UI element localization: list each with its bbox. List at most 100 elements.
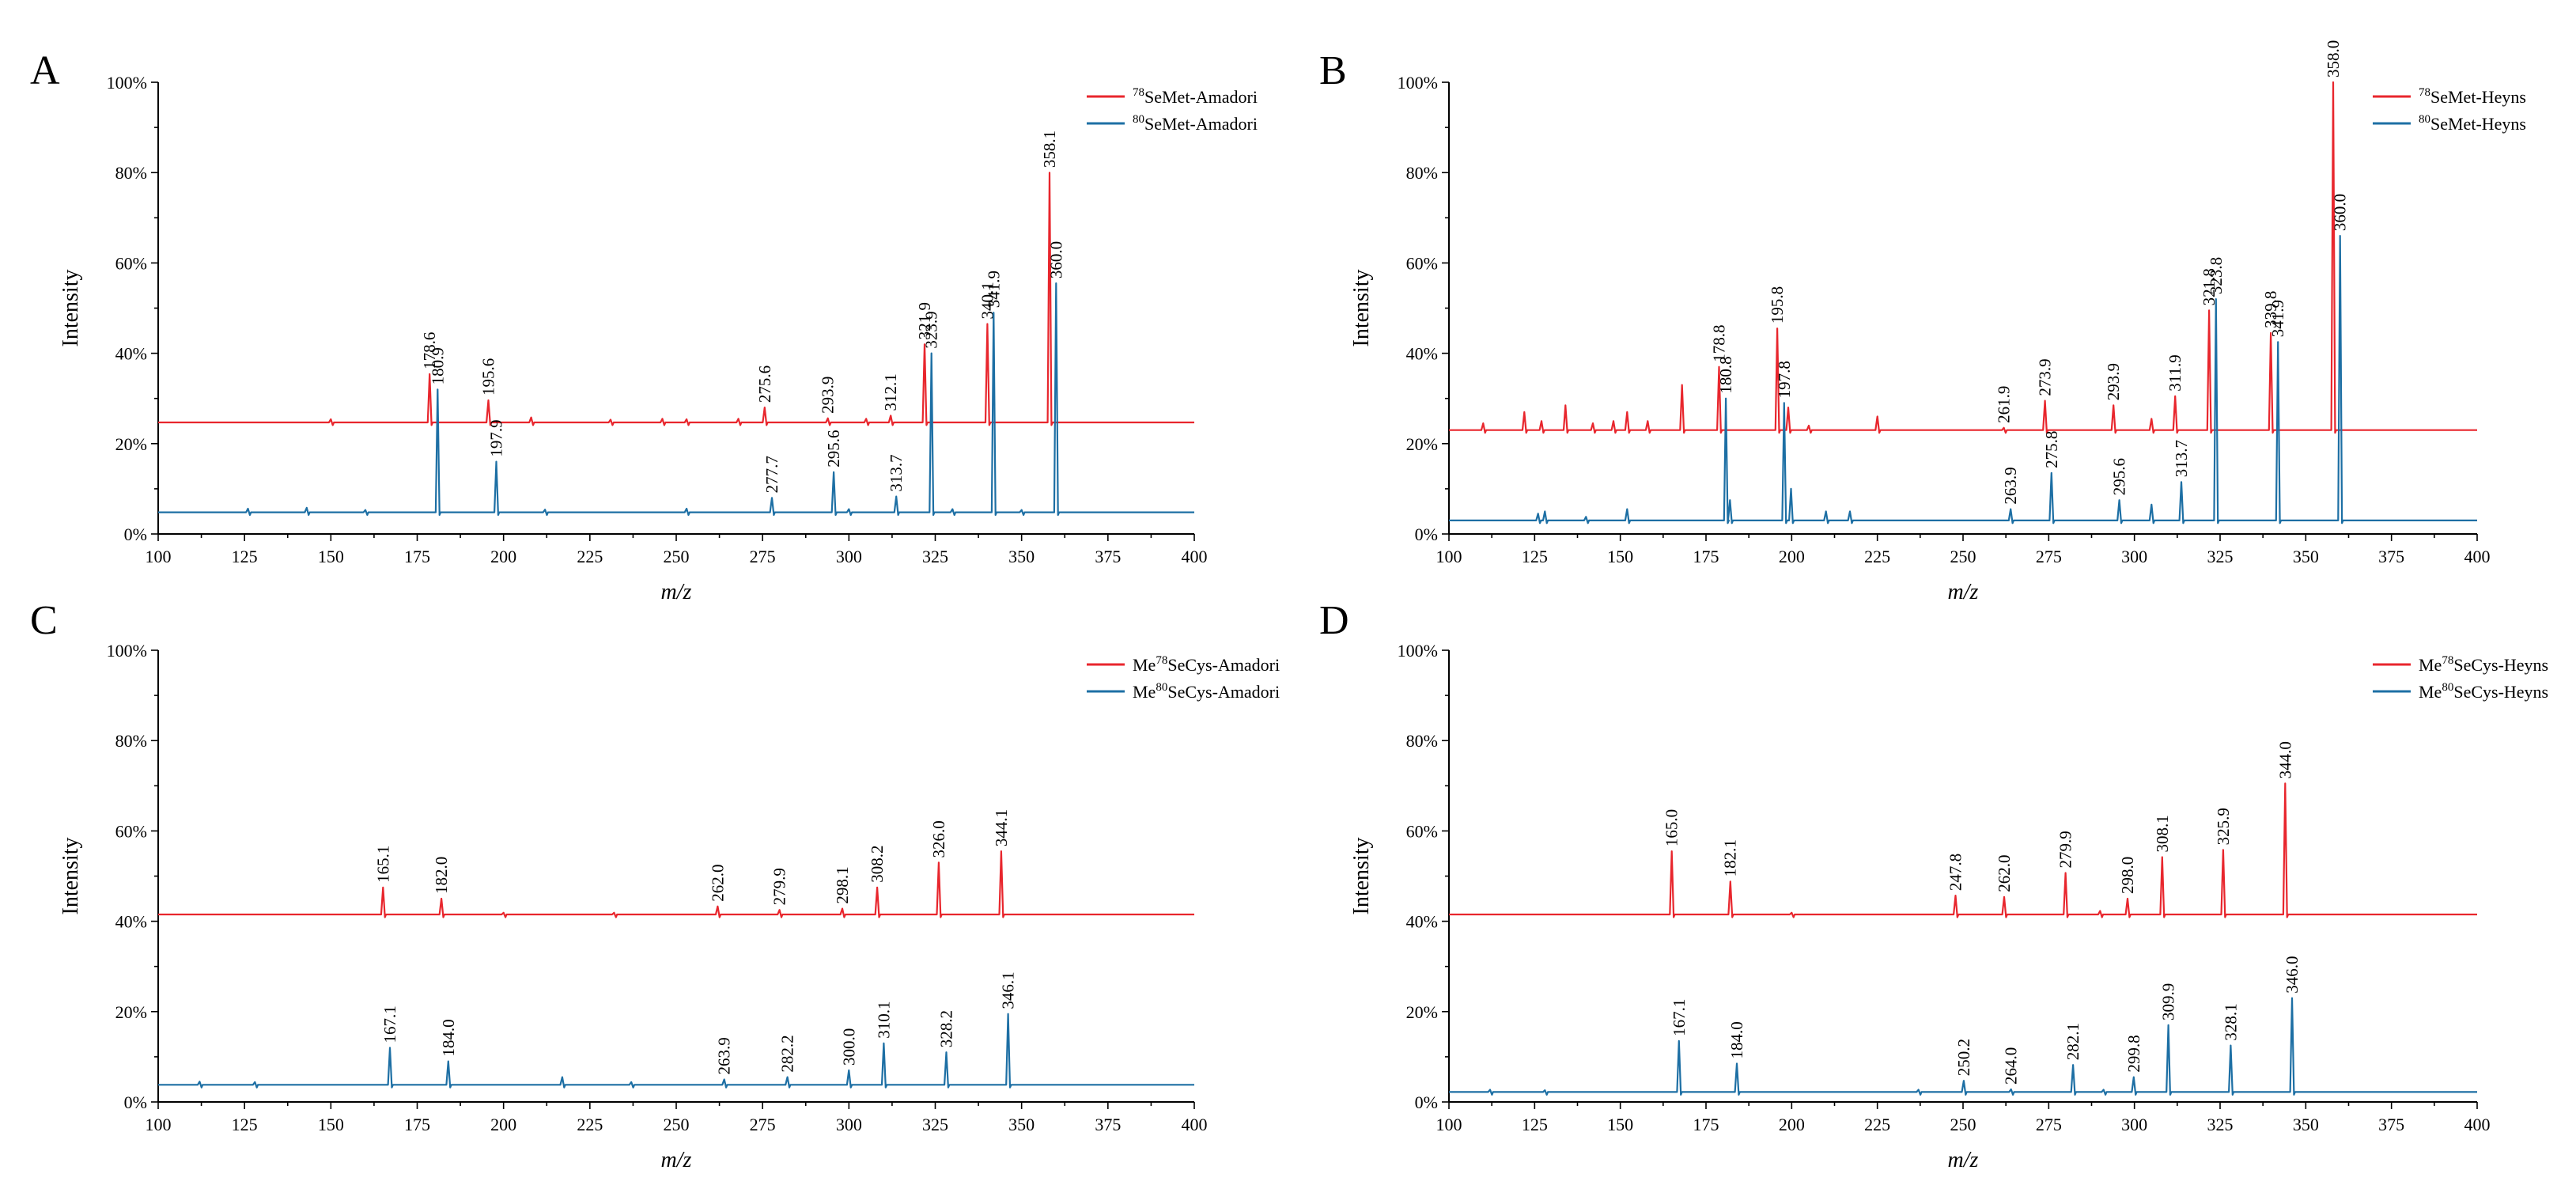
y-axis-title: Intensity bbox=[1349, 270, 1374, 347]
peak-label: 300.0 bbox=[839, 1028, 858, 1066]
peak-label: 178.8 bbox=[1710, 324, 1729, 362]
y-tick-label: 40% bbox=[115, 912, 147, 932]
x-tick-label: 175 bbox=[1693, 1115, 1719, 1134]
x-tick-label: 100 bbox=[146, 1115, 172, 1134]
peak-label: 310.1 bbox=[874, 1001, 893, 1039]
y-tick-label: 0% bbox=[124, 524, 147, 544]
peak-label: 184.0 bbox=[1727, 1021, 1746, 1058]
peak-label: 180.8 bbox=[1716, 356, 1735, 393]
peak-label: 309.9 bbox=[2159, 983, 2178, 1020]
y-tick-label: 40% bbox=[1406, 912, 1438, 932]
y-tick-label: 100% bbox=[107, 73, 147, 93]
peak-label: 346.0 bbox=[2283, 956, 2302, 993]
peak-label: 165.0 bbox=[1662, 809, 1681, 846]
peak-label: 261.9 bbox=[1995, 386, 2014, 423]
x-tick-label: 350 bbox=[1008, 1115, 1035, 1134]
legend-label: Me80SeCys-Amadori bbox=[1133, 681, 1280, 702]
peak-label: 344.1 bbox=[992, 809, 1011, 846]
y-tick-label: 20% bbox=[1406, 434, 1438, 454]
x-tick-label: 225 bbox=[577, 1115, 603, 1134]
x-tick-label: 200 bbox=[1779, 1115, 1805, 1134]
peak-label: 360.0 bbox=[2331, 194, 2350, 231]
x-axis-title: m/z bbox=[1948, 580, 1979, 604]
x-tick-label: 225 bbox=[1864, 547, 1890, 566]
peak-label: 195.6 bbox=[479, 358, 497, 396]
series-line-80 bbox=[1449, 997, 2477, 1096]
y-tick-label: 40% bbox=[1406, 344, 1438, 364]
peak-label: 264.0 bbox=[2002, 1047, 2021, 1085]
x-tick-label: 300 bbox=[2121, 547, 2147, 566]
panel-letter: A bbox=[30, 48, 60, 93]
x-tick-label: 275 bbox=[750, 547, 776, 566]
x-tick-label: 100 bbox=[146, 547, 172, 566]
x-tick-label: 275 bbox=[2036, 547, 2062, 566]
x-tick-label: 400 bbox=[2464, 1115, 2491, 1134]
y-tick-label: 0% bbox=[124, 1092, 147, 1112]
y-tick-label: 60% bbox=[115, 821, 147, 841]
legend-entry-78: Me78SeCys-Heyns bbox=[2373, 654, 2548, 675]
peak-label: 298.0 bbox=[2118, 857, 2137, 894]
x-tick-label: 400 bbox=[1182, 1115, 1208, 1134]
x-tick-label: 275 bbox=[750, 1115, 776, 1134]
legend-label: 80SeMet-Amadori bbox=[1133, 113, 1258, 134]
panel-letter: B bbox=[1319, 48, 1347, 93]
x-axis-title: m/z bbox=[661, 580, 692, 604]
peak-label: 313.7 bbox=[887, 454, 906, 491]
legend-label: 78SeMet-Heyns bbox=[2419, 86, 2526, 107]
peak-label: 328.2 bbox=[936, 1010, 955, 1047]
x-tick-label: 225 bbox=[1864, 1115, 1890, 1134]
y-tick-label: 60% bbox=[115, 253, 147, 273]
panel-D: D 100 125 150 175 200 225 250 275 300 325 350 375 400… bbox=[1319, 598, 2548, 1172]
peak-label: 328.1 bbox=[2221, 1003, 2240, 1040]
peak-label: 311.9 bbox=[2166, 354, 2184, 391]
legend-entry-78: 78SeMet-Amadori bbox=[1087, 86, 1258, 107]
peak-label: 178.6 bbox=[420, 332, 439, 369]
y-axis-title: Intensity bbox=[1349, 838, 1374, 915]
x-tick-label: 250 bbox=[1950, 547, 1976, 566]
y-tick-label: 0% bbox=[1415, 1092, 1438, 1112]
y-axis-title: Intensity bbox=[59, 838, 83, 915]
peak-label: 293.9 bbox=[2104, 363, 2123, 400]
peak-label: 262.0 bbox=[1995, 855, 2014, 892]
x-tick-label: 200 bbox=[490, 547, 516, 566]
legend-label: 78SeMet-Amadori bbox=[1133, 86, 1258, 107]
x-tick-label: 325 bbox=[2207, 547, 2234, 566]
peak-label: 308.1 bbox=[2153, 815, 2172, 852]
x-axis-title: m/z bbox=[1948, 1148, 1979, 1172]
panel-B: B 100 125 150 175 200 225 250 275 300 325 350 375 400… bbox=[1319, 40, 2526, 604]
peak-label: 295.6 bbox=[2110, 458, 2129, 495]
legend-entry-80: Me80SeCys-Amadori bbox=[1087, 681, 1280, 702]
legend-entry-78: 78SeMet-Heyns bbox=[2373, 86, 2526, 107]
legend-label: Me80SeCys-Heyns bbox=[2419, 681, 2548, 702]
peak-label: 247.8 bbox=[1946, 854, 1965, 891]
x-tick-label: 375 bbox=[2378, 1115, 2404, 1134]
peak-label: 263.9 bbox=[715, 1037, 734, 1074]
peak-label: 275.6 bbox=[755, 365, 774, 403]
x-tick-label: 100 bbox=[1436, 547, 1462, 566]
x-tick-label: 400 bbox=[2464, 547, 2491, 566]
y-tick-label: 60% bbox=[1406, 253, 1438, 273]
x-tick-label: 350 bbox=[2293, 547, 2319, 566]
series-line-78 bbox=[158, 172, 1194, 426]
peak-label: 295.6 bbox=[824, 430, 843, 468]
series-80-spectrum: 180.9 197.9 277.7 295.6 313.7 323.9 341.9 360.0 bbox=[158, 241, 1194, 517]
x-tick-label: 375 bbox=[1095, 1115, 1121, 1134]
y-tick-label: 40% bbox=[115, 344, 147, 364]
peak-label: 282.2 bbox=[778, 1035, 797, 1072]
y-tick-label: 20% bbox=[115, 1002, 147, 1022]
x-tick-label: 125 bbox=[232, 1115, 258, 1134]
peak-label: 360.0 bbox=[1046, 241, 1065, 278]
peak-label: 197.8 bbox=[1775, 361, 1794, 398]
series-line-80 bbox=[158, 1013, 1194, 1089]
legend-label: Me78SeCys-Amadori bbox=[1133, 654, 1280, 675]
peak-label: 282.1 bbox=[2063, 1023, 2082, 1060]
y-tick-label: 80% bbox=[1406, 731, 1438, 751]
x-tick-label: 125 bbox=[1522, 547, 1548, 566]
x-tick-label: 250 bbox=[1950, 1115, 1976, 1134]
peak-label: 277.7 bbox=[762, 456, 781, 493]
x-tick-label: 150 bbox=[1607, 1115, 1633, 1134]
series-line-80 bbox=[1449, 235, 2477, 524]
